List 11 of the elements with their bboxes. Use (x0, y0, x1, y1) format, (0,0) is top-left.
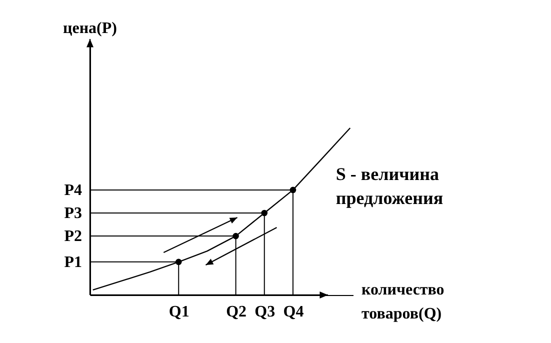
annotation: S - величина предложения (336, 164, 444, 208)
text: P4 (64, 182, 82, 199)
text: P2 (64, 228, 82, 246)
text: цена(P) (63, 20, 117, 37)
x-tick-label: Q4 (283, 304, 304, 320)
text: P3 (64, 205, 82, 222)
x-tick-label: Q2 (226, 304, 247, 320)
x-tick-label: Q1 (168, 304, 190, 320)
text: P1 (64, 254, 82, 271)
x-tick-label: Q3 (254, 304, 276, 320)
x-axis-title: количество товаров(Q) (362, 282, 444, 322)
